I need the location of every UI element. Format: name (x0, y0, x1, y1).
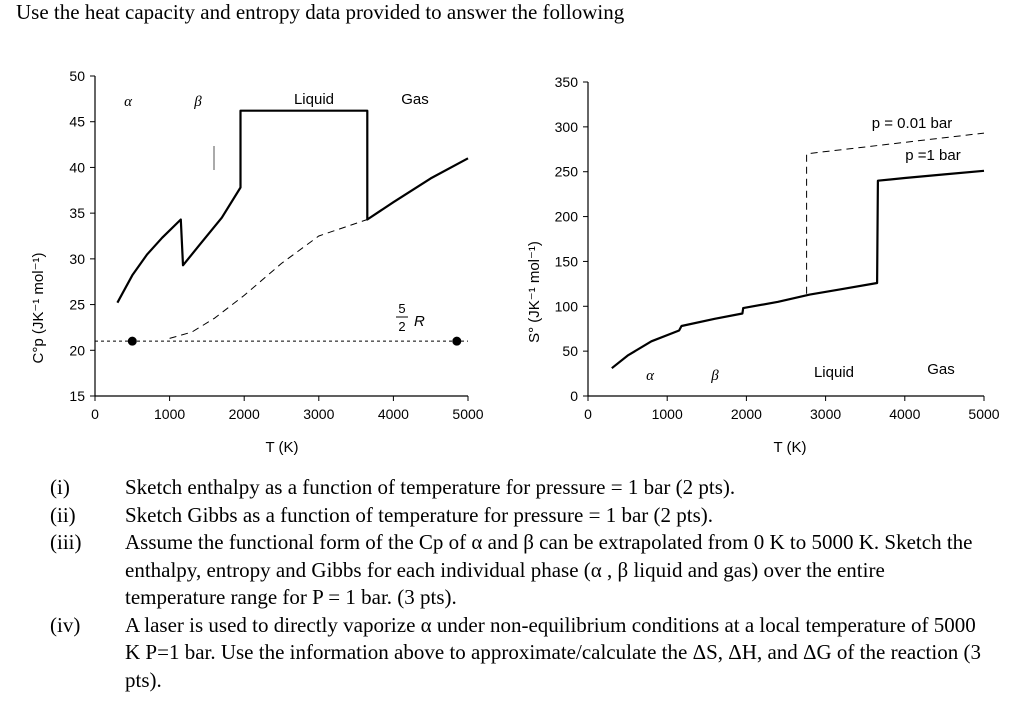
question-text: Sketch Gibbs as a function of temperatur… (125, 502, 713, 527)
chart1-phase-alpha: α (124, 94, 133, 110)
svg-text:R: R (414, 313, 425, 330)
question-list: (i) Sketch enthalpy as a function of tem… (50, 474, 990, 694)
chart2-x-tick-label: 3000 (810, 406, 841, 422)
question-number: (iii) (50, 530, 82, 554)
entropy-chart: 0 1000 2000 3000 4000 5000 0 50 100 150 200 250 300 3… (526, 74, 1000, 456)
chart2-phase-gas: Gas (927, 361, 955, 378)
question-item: (i) Sketch enthalpy as a function of tem… (50, 474, 990, 502)
chart1-x-tick-label: 2000 (229, 406, 260, 422)
question-item: (iii) Assume the functional form of the … (50, 529, 990, 612)
chart1-annotation-5-2-R: 5 2 R (396, 301, 425, 334)
question-number: (ii) (50, 502, 76, 527)
chart1-x-tick-label: 4000 (378, 406, 409, 422)
chart2-x-tick-label: 0 (584, 406, 592, 422)
chart2-phase-alpha: α (646, 368, 655, 384)
chart2-x-tick-label: 4000 (889, 406, 920, 422)
chart1-y-tick-label: 45 (69, 114, 85, 130)
chart2-axes (587, 82, 984, 397)
chart2-legend-1-bar: p =1 bar (905, 147, 960, 164)
chart1-x-tick-label: 1000 (154, 406, 185, 422)
chart1-baseline-marker (452, 336, 462, 346)
chart2-y-tick-label: 200 (555, 209, 579, 225)
chart2-phase-liquid: Liquid (814, 364, 854, 381)
chart1-phase-liquid: Liquid (294, 91, 334, 108)
chart2-series-dashed (806, 132, 985, 294)
svg-text:2: 2 (398, 319, 405, 334)
chart1-y-tick-label: 15 (69, 388, 85, 404)
chart2-legend-low-pressure: p = 0.01 bar (872, 115, 952, 132)
chart2-phase-beta: β (710, 368, 719, 384)
chart1-x-label: T (K) (265, 439, 298, 456)
question-text: Assume the functional form of the Cp of … (125, 530, 973, 609)
chart2-x-tick-label: 5000 (968, 406, 999, 422)
svg-text:5: 5 (398, 301, 405, 316)
chart2-y-label: S° (JK⁻¹ mol⁻¹) (526, 241, 543, 343)
question-item: (iv) A laser is used to directly vaporiz… (50, 612, 990, 695)
chart1-baseline-marker (127, 336, 137, 346)
chart2-x-label: T (K) (773, 439, 806, 456)
question-number: (iv) (50, 612, 81, 637)
chart1-y-tick-label: 40 (69, 159, 85, 175)
intro-text: Use the heat capacity and entropy data p… (16, 0, 625, 24)
chart2-y-tick-label: 250 (555, 164, 579, 180)
chart1-axes (94, 76, 468, 397)
chart1-y-tick-label: 20 (69, 342, 85, 358)
chart1-x-tick-label: 0 (91, 406, 99, 422)
chart1-y-tick-label: 50 (69, 68, 85, 84)
chart1-x-tick-label: 3000 (303, 406, 334, 422)
chart2-y-tick-label: 350 (555, 74, 579, 90)
chart1-phase-beta: β (193, 94, 202, 110)
chart1-y-tick-label: 25 (69, 297, 85, 313)
question-text: Sketch enthalpy as a function of tempera… (125, 475, 736, 499)
chart1-y-tick-label: 35 (69, 205, 85, 221)
chart2-y-tick-label: 0 (570, 388, 578, 404)
chart1-x-tick-label: 5000 (452, 406, 483, 422)
chart2-y-tick-label: 50 (562, 343, 578, 359)
chart1-series-solid (116, 109, 469, 304)
question-text: A laser is used to directly vaporize α u… (125, 612, 981, 692)
chart1-series-dashed (169, 219, 368, 339)
chart1-y-label: C°p (JK⁻¹ mol⁻¹) (30, 252, 47, 363)
chart2-series-solid (611, 169, 985, 370)
chart2-y-tick-label: 300 (555, 119, 579, 135)
chart2-y-tick-label: 150 (555, 253, 579, 269)
chart1-phase-gas: Gas (401, 91, 429, 108)
chart2-y-tick-label: 100 (555, 298, 579, 314)
chart2-x-tick-label: 2000 (731, 406, 762, 422)
chart2-x-tick-label: 1000 (652, 406, 683, 422)
chart1-y-tick-label: 30 (69, 251, 85, 267)
question-number: (i) (50, 475, 70, 499)
question-item: (ii) Sketch Gibbs as a function of tempe… (50, 502, 990, 530)
